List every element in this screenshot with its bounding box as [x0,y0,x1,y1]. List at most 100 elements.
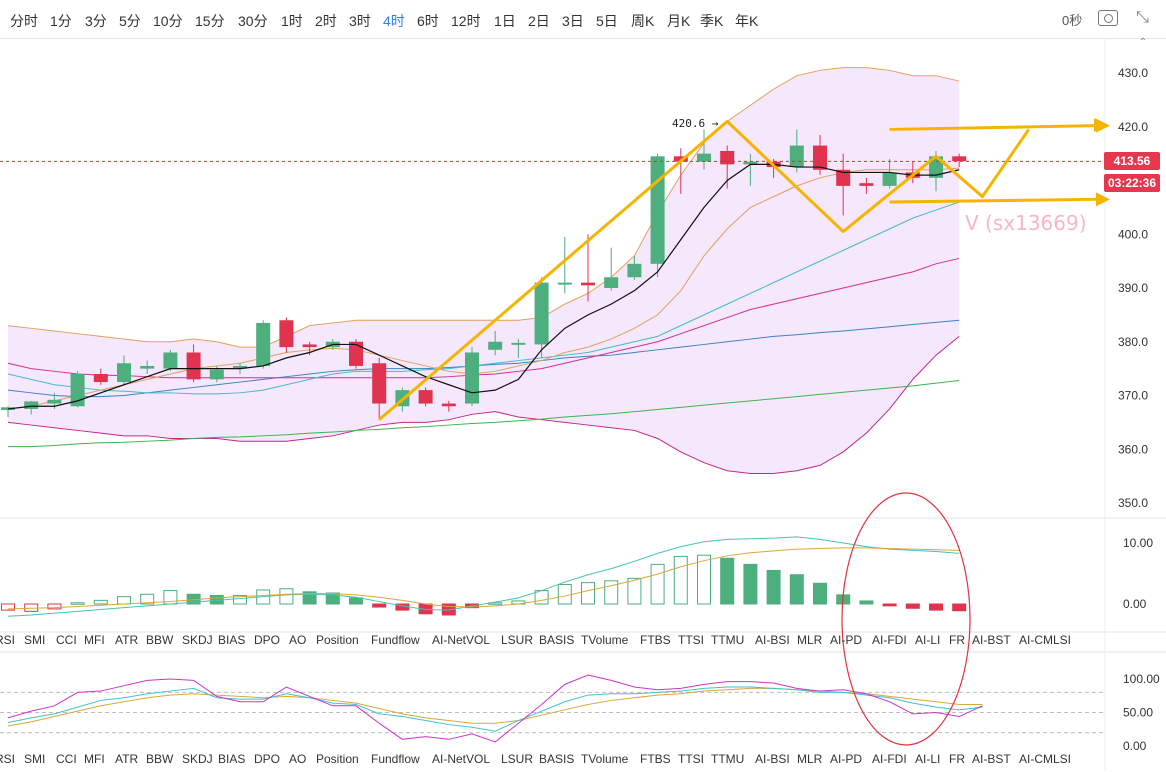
timeframe-tab[interactable]: 周K [631,13,655,29]
camera-icon[interactable] [1098,10,1118,26]
indicator-tab[interactable]: TTSI [678,752,704,766]
indicator-tab[interactable]: TTMU [711,752,745,766]
indicator-tab[interactable]: TVolume [581,752,629,766]
candle-body [581,282,595,286]
indicator-tab[interactable]: Position [316,752,359,766]
timeframe-tab[interactable]: 4时 [383,13,405,29]
indicator-tab[interactable]: ATR [115,633,139,647]
candle-body [604,277,619,288]
rsi-axis-label: 50.00 [1123,706,1153,720]
price-axis-label: 400.0 [1118,227,1148,241]
indicator-tab[interactable]: SMI [24,633,46,647]
timeframe-tab[interactable]: 1分 [50,13,72,29]
indicator-tab[interactable]: Fundflow [371,752,420,766]
timeframe-tab[interactable]: 季K [700,13,724,29]
indicator-tab[interactable]: AI-PD [830,752,863,766]
price-axis-label: 350.0 [1118,496,1148,510]
oscillator-bar [1,603,15,611]
timeframe-tab[interactable]: 5日 [596,13,618,29]
timeframe-tab[interactable]: 3时 [349,13,371,29]
timeframe-tab[interactable]: 12时 [451,13,481,29]
indicator-tab[interactable]: AI-CMLSI [1019,633,1072,647]
indicator-tab[interactable]: BBW [146,752,174,766]
indicator-tab[interactable]: Position [316,633,359,647]
indicator-tab[interactable]: AO [289,752,307,766]
indicator-tab[interactable]: BIAS [218,633,246,647]
indicator-tab[interactable]: RSI [0,633,16,647]
indicator-tab[interactable]: BASIS [539,752,575,766]
indicator-tab[interactable]: TTSI [678,633,704,647]
indicator-tab[interactable]: SKDJ [182,752,213,766]
indicator-tab[interactable]: FR [949,633,965,647]
candle-body [140,365,155,369]
oscillator-bar [117,596,131,605]
candle-body [302,344,317,348]
timeframe-tab[interactable]: 10分 [153,13,183,29]
indicator-tab[interactable]: BIAS [218,752,246,766]
candle-body [465,352,479,404]
collapse-toggle-icon[interactable]: ⌃ [1138,37,1148,48]
target-annotation-line [889,197,1097,204]
indicator-tab[interactable]: BBW [146,633,174,647]
indicator-tab[interactable]: CCI [56,633,77,647]
timeframe-tab[interactable]: 2日 [528,13,550,29]
indicator-tab[interactable]: CCI [56,752,77,766]
timeframe-tab[interactable]: 6时 [417,13,439,29]
timeframe-tab[interactable]: 月K [667,13,691,29]
indicator-tab[interactable]: AI-BST [972,633,1011,647]
indicator-tab[interactable]: MLR [797,752,823,766]
price-axis-label: 370.0 [1118,389,1148,403]
oscillator-bar [349,597,363,605]
indicator-tab[interactable]: ATR [115,752,139,766]
candle-body [418,390,433,404]
indicator-tab[interactable]: BASIS [539,633,575,647]
indicator-tab[interactable]: AI-FDI [872,633,907,647]
indicator-tab[interactable]: AI-CMLSI [1019,752,1072,766]
indicator-tab[interactable]: Fundflow [371,633,420,647]
rsi-line-orange [7,687,983,727]
timeframe-tab[interactable]: 分时 [10,13,38,29]
indicator-tab[interactable]: AI-LI [915,633,941,647]
indicator-tab[interactable]: AI-PD [830,633,863,647]
timeframe-tab[interactable]: 2时 [315,13,337,29]
timeframe-tab[interactable]: 15分 [195,13,225,29]
indicator-tab[interactable]: AI-FDI [872,752,907,766]
indicator-tab[interactable]: LSUR [501,633,534,647]
candle-body [673,156,688,162]
indicator-tab[interactable]: AI-NetVOL [432,752,491,766]
indicator-tab[interactable]: MFI [84,752,105,766]
indicator-tab[interactable]: SKDJ [182,633,213,647]
timeframe-tab[interactable]: 年K [735,13,759,29]
candle-body [279,320,294,348]
indicator-tab[interactable]: FR [949,752,965,766]
timeframe-tab[interactable]: 3分 [85,13,107,29]
timeframe-tab[interactable]: 5分 [119,13,141,29]
indicator-tab[interactable]: SMI [24,752,46,766]
indicator-tab[interactable]: FTBS [640,633,671,647]
timeframe-tab[interactable]: 1时 [281,13,303,29]
candle-body [557,282,572,285]
indicator-tab[interactable]: AI-LI [915,752,941,766]
indicator-tab[interactable]: AO [289,633,307,647]
indicator-tab[interactable]: MFI [84,633,105,647]
indicator-tab[interactable]: MLR [797,633,823,647]
oscillator-bar [813,582,827,605]
fullscreen-icon[interactable]: ⤡ [1136,9,1149,26]
timeframe-tab[interactable]: 3日 [562,13,584,29]
oscillator-bar [952,603,967,612]
indicator-tab[interactable]: AI-BSI [755,633,790,647]
indicator-tab[interactable]: AI-BST [972,752,1011,766]
timeframe-tab[interactable]: 30分 [238,13,268,29]
ma-line-cyan [7,201,960,395]
indicator-tab[interactable]: TTMU [711,633,745,647]
timeframe-tab[interactable]: 1日 [494,13,516,29]
indicator-tab[interactable]: DPO [254,633,281,647]
indicator-tab[interactable]: AI-BSI [755,752,790,766]
indicator-tab[interactable]: LSUR [501,752,534,766]
indicator-tab[interactable]: AI-NetVOL [432,633,491,647]
indicator-tab[interactable]: FTBS [640,752,671,766]
indicator-tab[interactable]: TVolume [581,633,629,647]
indicator-tab[interactable]: DPO [254,752,281,766]
indicator-tab[interactable]: RSI [0,752,16,766]
